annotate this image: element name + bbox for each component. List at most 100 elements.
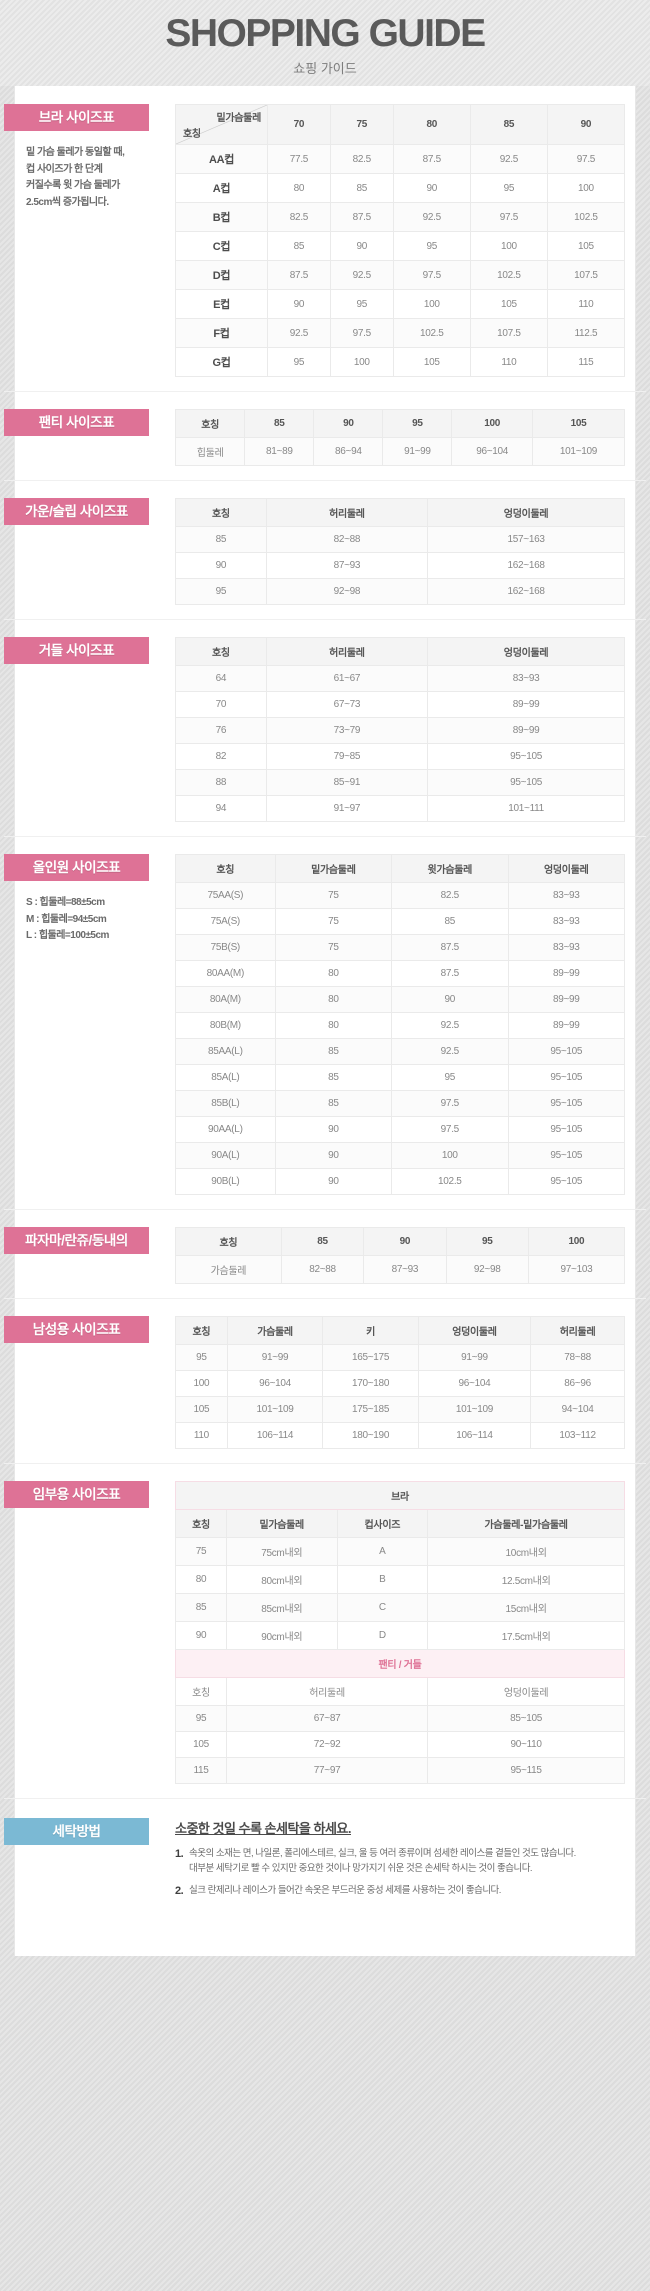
cell: 90AA(L)	[175, 1116, 276, 1143]
table-row: 88 85~91 95~105	[175, 769, 625, 796]
cell: 91~99	[417, 1344, 532, 1371]
note-line: 2.5cm씩 증가됩니다.	[26, 196, 109, 208]
note-line: M : 힙둘레=94±5cm	[26, 913, 107, 925]
cell: 96~104	[226, 1370, 324, 1397]
cell: 72~92	[225, 1731, 429, 1758]
table-header-row: 호칭 밑가슴둘레 70 75 80 85 90	[175, 104, 626, 145]
cell: 94	[175, 795, 267, 822]
column-header: 75	[329, 104, 394, 145]
table-header-row: 호칭 허리둘레 엉덩이둘레	[175, 1677, 625, 1706]
note-line: L : 힙둘레=100±5cm	[26, 930, 109, 941]
cell: 97.5	[469, 202, 548, 232]
section-girdle: 거들 사이즈표 호칭 허리둘레 엉덩이둘레 64 61~67	[4, 619, 646, 836]
section-allinone-left: 올인원 사이즈표 S : 힙둘레=88±5cm M : 힙둘레=94±5cm L…	[4, 854, 163, 945]
row-label: A컵	[175, 173, 268, 203]
column-header: 가슴둘레-밑가슴둘레	[427, 1509, 625, 1538]
cell: 90	[274, 1142, 393, 1169]
column-header: 엉덩이둘레	[427, 1677, 625, 1706]
section-panty-left: 팬티 사이즈표	[4, 409, 163, 436]
cell: 105	[469, 289, 548, 319]
table-bra-sizes: 호칭 밑가슴둘레 70 75 80 85 90 AA컵	[175, 104, 626, 377]
row-label: F컵	[175, 318, 268, 348]
column-header: 밑가슴둘레	[225, 1509, 338, 1538]
cell: 89~99	[507, 986, 626, 1013]
column-header: 90	[363, 1227, 447, 1256]
column-header: 100	[451, 409, 533, 438]
cell: 90	[267, 289, 331, 319]
cell: D	[336, 1621, 429, 1650]
table-body: 힙둘레 81~89 86~94 91~99 96~104 101~109	[174, 437, 626, 466]
cell: 95	[469, 173, 548, 203]
cell: 85	[175, 1593, 227, 1622]
cell: 86~96	[530, 1370, 625, 1397]
page-subtitle: 쇼핑 가이드	[293, 60, 357, 76]
section-label-bra: 브라 사이즈표	[4, 104, 149, 131]
table-row: 75A(S) 75 85 83~93	[175, 908, 626, 935]
table-row: G컵 95 100 105 110 115	[175, 347, 626, 377]
table-header-row: 호칭 85 90 95 100	[175, 1227, 626, 1256]
cell: 92.5	[392, 202, 471, 232]
cell: 73~79	[265, 717, 429, 744]
diagonal-label-topright: 밑가슴둘레	[216, 113, 261, 124]
cell: 79~85	[265, 743, 429, 770]
cell: 95~105	[507, 1116, 626, 1143]
column-header: 90	[546, 104, 626, 145]
section-men-left: 남성용 사이즈표	[4, 1316, 163, 1343]
cell: 17.5cm내외	[427, 1621, 625, 1650]
band-row-bra: 브라	[175, 1481, 625, 1510]
cell: 89~99	[427, 691, 625, 718]
cell: 78~88	[530, 1344, 625, 1371]
table-row: 85 85cm내외 C 15cm내외	[175, 1593, 625, 1622]
cell: 95	[175, 1344, 228, 1371]
cell: 75B(S)	[175, 934, 276, 961]
cell: 86~94	[313, 437, 384, 466]
cell: 82.5	[329, 144, 394, 174]
page-title: SHOPPING GUIDE	[165, 12, 486, 55]
section-pajama: 파자마/란쥬/동내의 호칭 85 90 95 100	[4, 1209, 646, 1298]
table-header-row: 호칭 허리둘레 엉덩이둘레	[175, 637, 625, 666]
section-note-allinone: S : 힙둘레=88±5cm M : 힙둘레=94±5cm L : 힙둘레=10…	[26, 895, 163, 945]
washing-item-number: 2.	[175, 1885, 184, 1898]
cell: 95~105	[427, 743, 625, 770]
table-row: 85AA(L) 85 92.5 95~105	[175, 1038, 626, 1065]
row-label: B컵	[175, 202, 268, 232]
cell: 90	[391, 986, 509, 1013]
cell: 85	[175, 526, 267, 553]
cell: 101~109	[531, 437, 626, 466]
cell: 80A(M)	[175, 986, 276, 1013]
cell: 85cm내외	[225, 1593, 338, 1622]
section-label-washing: 세탁방법	[4, 1818, 149, 1845]
cell: 90	[329, 231, 394, 261]
row-label: AA컵	[175, 144, 268, 174]
section-girdle-right: 호칭 허리둘레 엉덩이둘레 64 61~67 83~93 70	[163, 637, 625, 822]
cell: 12.5cm내외	[427, 1565, 625, 1594]
cell: 85A(L)	[175, 1064, 276, 1091]
cell: B	[336, 1565, 429, 1594]
cell: 95	[329, 289, 394, 319]
cell: 97~103	[527, 1255, 626, 1284]
table-row: 95 92~98 162~168	[175, 578, 625, 605]
washing-text-line: 속옷의 소재는 면, 나일론, 폴리에스테르, 실크, 울 등 여러 종류이며 …	[189, 1848, 576, 1859]
cell: 83~93	[507, 908, 626, 935]
section-gown-right: 호칭 허리둘레 엉덩이둘레 85 82~88 157~163 90	[163, 498, 625, 605]
row-label: G컵	[175, 347, 268, 377]
cell: 85B(L)	[175, 1090, 276, 1117]
cell: 100	[329, 347, 394, 377]
table-row: 90AA(L) 90 97.5 95~105	[175, 1116, 626, 1143]
column-header: 컵사이즈	[336, 1509, 429, 1538]
cell: 81~89	[244, 437, 315, 466]
cell: 92.5	[391, 1012, 509, 1039]
cell: 91~97	[265, 795, 429, 822]
cell: 82	[175, 743, 267, 770]
cell: 100	[546, 173, 626, 203]
section-girdle-left: 거들 사이즈표	[4, 637, 163, 664]
table-row: D컵 87.5 92.5 97.5 102.5 107.5	[175, 260, 626, 290]
cell: 80cm내외	[225, 1565, 338, 1594]
section-maternity: 임부용 사이즈표 브라 호칭 밑가슴둘레 컵사이즈 가슴둘레-밑가슴둘레	[4, 1463, 646, 1798]
column-header: 엉덩이둘레	[427, 498, 625, 527]
cell: 75	[274, 882, 393, 909]
column-header: 가슴둘레	[226, 1316, 324, 1345]
cell: 105	[392, 347, 471, 377]
column-header: 호칭	[175, 1316, 228, 1345]
